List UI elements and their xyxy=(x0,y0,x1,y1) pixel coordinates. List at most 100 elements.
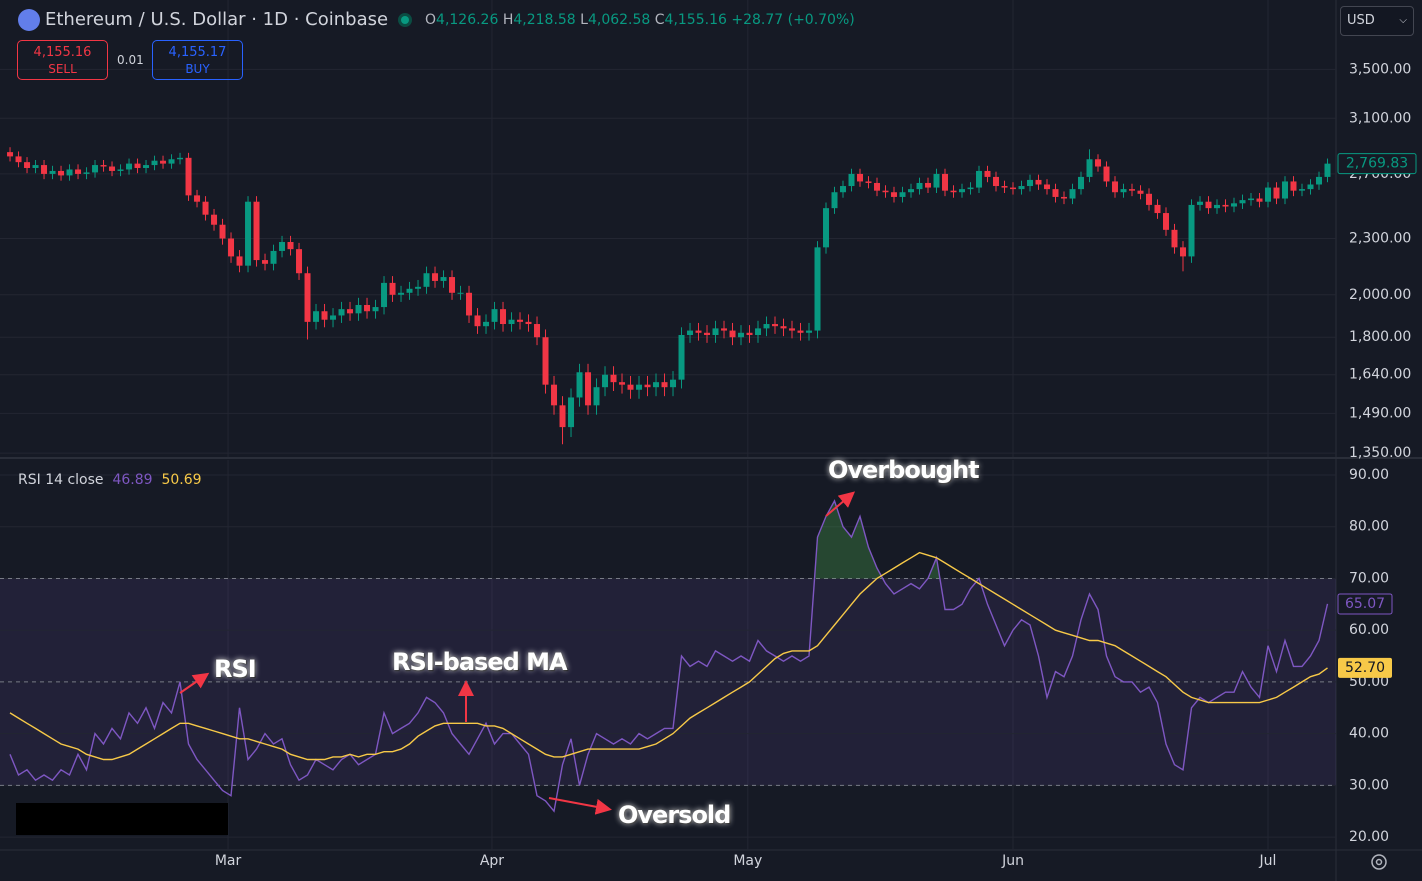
y-tick-label: 3,500.00 xyxy=(1349,61,1411,77)
candle-body xyxy=(126,163,133,170)
ohlc-label: L xyxy=(580,12,588,28)
candle-body xyxy=(729,330,736,338)
candle-body xyxy=(151,160,158,166)
candle-body xyxy=(712,328,719,335)
currency-dropdown[interactable]: USD ⌵ xyxy=(1340,6,1414,36)
candle-body xyxy=(432,273,439,281)
candle-body xyxy=(49,170,56,174)
candle-body xyxy=(389,282,396,295)
candle-body xyxy=(1197,201,1204,205)
candle-body xyxy=(874,182,881,191)
candle-body xyxy=(134,163,141,168)
candle-body xyxy=(551,384,558,406)
symbol-title[interactable]: Ethereum / U.S. Dollar · 1D · Coinbase xyxy=(45,9,389,30)
y-tick-label: 2,300.00 xyxy=(1349,230,1411,246)
sell-price: 4,155.16 xyxy=(33,45,92,60)
candle-body xyxy=(483,321,490,327)
candle-body xyxy=(1137,190,1144,194)
candle-body xyxy=(933,173,940,188)
candle-body xyxy=(542,337,549,385)
rsi-legend-value: 46.89 xyxy=(112,472,153,488)
y-tick-label: 1,490.00 xyxy=(1349,405,1411,421)
candle-body xyxy=(1205,201,1212,209)
candle-body xyxy=(398,292,405,295)
rsi-legend: RSI 14 close 46.89 50.69 xyxy=(18,472,202,488)
candle-body xyxy=(925,182,932,188)
sell-button[interactable]: 4,155.16 SELL xyxy=(17,40,108,80)
x-tick-label: Jun xyxy=(1001,853,1024,869)
candle-body xyxy=(466,292,473,316)
candle-body xyxy=(245,201,252,266)
candle-body xyxy=(321,311,328,320)
candle-body xyxy=(253,201,260,261)
candle-body xyxy=(1154,204,1161,214)
candle-body xyxy=(364,304,371,312)
price-axis-bg xyxy=(1336,0,1422,881)
candle-body xyxy=(92,165,99,173)
candle-body xyxy=(1239,200,1246,204)
ohlc-values: O4,126.26 H4,218.58 L4,062.58 C4,155.16 … xyxy=(425,12,855,28)
candle-body xyxy=(1035,179,1042,185)
candle-body xyxy=(1171,229,1178,248)
candle-body xyxy=(202,201,209,215)
candle-body xyxy=(100,165,107,167)
price-change: +28.77 (+0.70%) xyxy=(731,12,855,28)
ohlc-value: 4,062.58 xyxy=(587,12,651,28)
annotation: RSI xyxy=(214,655,257,683)
candle-body xyxy=(304,273,311,322)
candle-body xyxy=(704,332,711,335)
candle-body xyxy=(653,382,660,388)
candle-body xyxy=(143,165,150,168)
candle-body xyxy=(347,309,354,314)
candle-body xyxy=(406,288,413,293)
candle-body xyxy=(789,328,796,331)
annotation: Oversold xyxy=(618,801,731,829)
candle-body xyxy=(576,372,583,398)
candle-body xyxy=(228,238,235,257)
y-tick-label: 3,100.00 xyxy=(1349,110,1411,126)
candle-body xyxy=(440,277,447,281)
candle-body xyxy=(279,242,286,251)
candle-body xyxy=(1273,187,1280,199)
candle-body xyxy=(857,173,864,182)
candle-body xyxy=(508,319,515,325)
candle-body xyxy=(882,190,889,193)
candle-body xyxy=(219,224,226,239)
candle-body xyxy=(1069,189,1076,199)
candle-body xyxy=(1214,204,1221,209)
candle-body xyxy=(415,286,422,289)
ohlc-value: 4,126.26 xyxy=(436,12,499,28)
candle-body xyxy=(763,324,770,329)
candle-body xyxy=(330,315,337,320)
candle-body xyxy=(1010,187,1017,190)
candle-body xyxy=(840,186,847,193)
candle-body xyxy=(313,311,320,322)
candle-body xyxy=(865,181,872,183)
candle-body xyxy=(372,307,379,312)
y-tick-label: 30.00 xyxy=(1349,777,1389,793)
candle-body xyxy=(772,324,779,327)
candle-body xyxy=(1324,163,1331,177)
candle-body xyxy=(984,170,991,177)
candle-body xyxy=(355,304,362,314)
buy-button[interactable]: 4,155.17 BUY xyxy=(152,40,243,80)
y-tick-label: 70.00 xyxy=(1349,570,1389,586)
candle-body xyxy=(636,384,643,390)
candle-body xyxy=(1231,203,1238,207)
candles xyxy=(7,147,1331,445)
candle-body xyxy=(950,190,957,193)
ohlc-label: O xyxy=(425,12,437,28)
candle-body xyxy=(1018,186,1025,190)
candle-body xyxy=(593,387,600,406)
candle-body xyxy=(1222,204,1229,207)
candle-body xyxy=(746,332,753,335)
candle-body xyxy=(1248,198,1255,201)
y-tick-label: 80.00 xyxy=(1349,519,1389,535)
candle-body xyxy=(1078,176,1085,190)
x-tick-label: Apr xyxy=(480,853,504,869)
candle-body xyxy=(1282,181,1289,199)
candle-body xyxy=(619,382,626,385)
buy-label: BUY xyxy=(185,62,210,76)
candle-body xyxy=(75,169,82,174)
candle-body xyxy=(1061,196,1068,199)
